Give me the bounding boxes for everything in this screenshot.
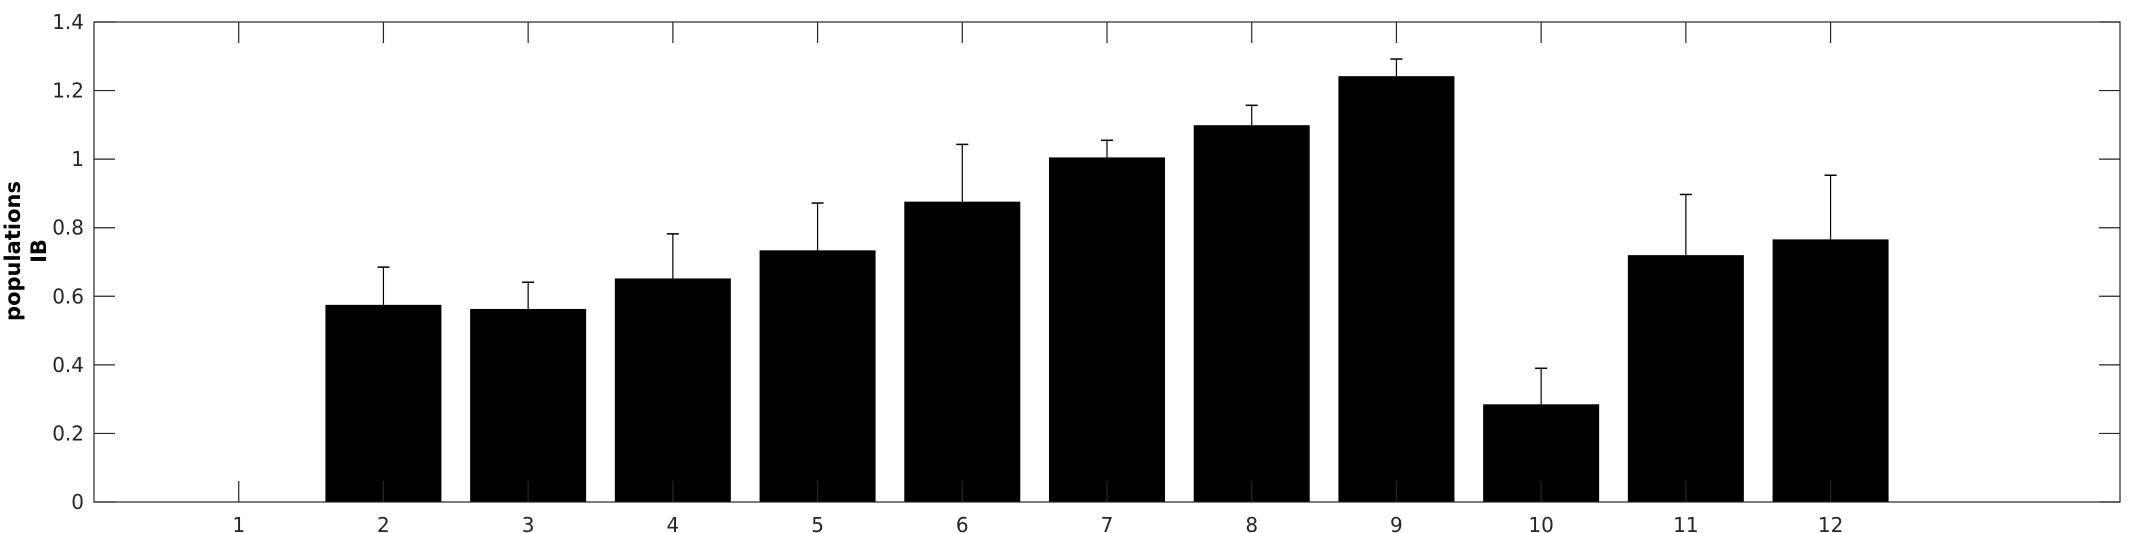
bar-series [325,76,1889,503]
x-tick-label-8: 8 [1245,513,1258,533]
bar-4 [614,278,731,502]
x-tick-label-2: 2 [377,513,390,533]
x-tick-label-10: 10 [1528,513,1553,533]
x-tick-label-3: 3 [522,513,535,533]
y-axis-label: populations IB [1,181,51,321]
bar-5 [759,250,876,502]
y-tick-label: 0 [71,490,84,514]
y-tick-label: 0.4 [52,353,84,377]
y-tick-label: 0.2 [52,421,84,445]
x-axis: 1 2 3 4 5 6 7 8 9 10 11 12 [232,22,1843,533]
x-tick-label-7: 7 [1101,513,1114,533]
y-tick-label: 0.6 [52,284,84,308]
bar-7 [1049,157,1165,502]
x-tick-label-11: 11 [1673,513,1698,533]
bar-9 [1338,76,1455,503]
x-tick-label-4: 4 [666,513,679,533]
plot-area-frame [93,21,2121,503]
bar-2 [325,304,442,502]
y-axis: 0 0.2 0.4 0.6 0.8 1 1.2 1.4 [52,10,2120,514]
y-axis-label-line-1: populations [1,181,25,321]
bar-8 [1193,125,1310,502]
bar-11 [1627,255,1744,502]
x-tick-label-1: 1 [232,513,245,533]
x-tick-label-6: 6 [956,513,969,533]
x-tick-label-12: 12 [1818,513,1843,533]
y-tick-label: 1 [71,147,84,171]
bar-12 [1772,239,1889,502]
bar-3 [470,308,587,502]
y-tick-label: 1.2 [52,79,84,103]
x-tick-label-5: 5 [811,513,824,533]
y-tick-label: 1.4 [52,10,84,34]
error-bars [377,58,1837,405]
x-tick-label-9: 9 [1390,513,1403,533]
y-tick-label: 0.8 [52,216,84,240]
bar-6 [904,201,1021,502]
y-axis-label-line-2: IB [27,239,51,263]
